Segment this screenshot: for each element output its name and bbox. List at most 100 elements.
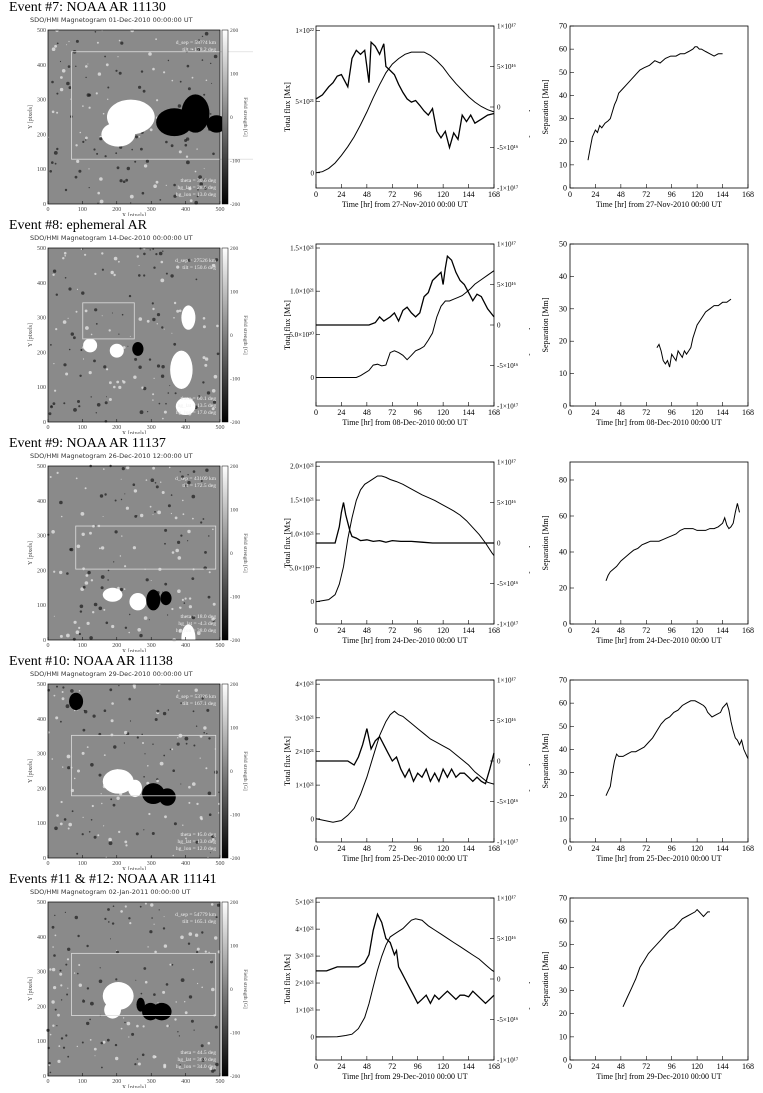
magnetic-speckle: [52, 1024, 55, 1027]
magnetogram-stat: hg_lat = 28.6 deg: [177, 185, 216, 191]
magnetic-speckle: [53, 986, 57, 990]
negative-polarity-region: [160, 591, 172, 606]
y-tick-label: 0: [43, 420, 46, 426]
magnetic-speckle: [49, 170, 52, 173]
y-tick-label: 200: [37, 132, 46, 138]
colorbar-tick-label: -100: [230, 159, 240, 165]
magnetic-speckle: [118, 830, 121, 834]
magnetic-speckle: [179, 1064, 182, 1066]
y-tick-label: 200: [37, 350, 46, 356]
magnetic-speckle: [136, 736, 139, 739]
magnetic-speckle: [77, 972, 79, 975]
magnetic-speckle: [71, 810, 74, 813]
magnetic-speckle: [205, 767, 208, 770]
positive-polarity-region: [181, 305, 196, 330]
magnetic-speckle: [170, 494, 173, 496]
magnetic-speckle: [178, 689, 180, 692]
y-tick-label: 100: [37, 167, 46, 173]
magnetogram-background: [48, 902, 220, 1076]
magnetic-speckle: [139, 905, 142, 908]
y-tick-label: 400: [37, 281, 46, 287]
magnetic-speckle: [177, 589, 181, 593]
magnetic-speckle: [85, 139, 87, 141]
magnetic-speckle: [170, 512, 172, 515]
x-tick-label: 100: [78, 861, 87, 867]
y-tick-label: 50: [559, 722, 567, 731]
magnetic-speckle: [149, 930, 153, 934]
magnetic-speckle: [163, 410, 167, 414]
magnetic-speckle: [196, 802, 199, 806]
magnetic-speckle: [180, 978, 185, 982]
x-tick-label: 100: [78, 1079, 87, 1085]
colorbar: [221, 465, 229, 641]
right-y-tick-label: 0: [497, 322, 501, 330]
left-y-tick-label: 1.5×10²¹: [290, 245, 314, 253]
magnetic-speckle: [156, 99, 159, 102]
magnetic-speckle: [120, 910, 123, 913]
y-tick-label: 20: [559, 137, 567, 146]
right-y-axis-label: Flux Rate [Mx s⁻¹]: [528, 76, 530, 138]
magnetic-speckle: [108, 398, 112, 401]
magnetic-speckle: [64, 277, 67, 279]
magnetic-speckle: [131, 148, 133, 151]
x-tick-label: 48: [363, 1062, 371, 1071]
x-tick-label: 72: [642, 190, 650, 199]
magnetic-speckle: [152, 514, 154, 516]
magnetic-speckle: [98, 979, 103, 984]
magnetic-speckle: [82, 248, 84, 250]
magnetic-speckle: [100, 1041, 104, 1045]
magnetic-speckle: [187, 474, 189, 476]
y-tick-label: 0: [563, 838, 567, 847]
y-tick-label: 500: [37, 900, 46, 906]
magnetic-speckle: [129, 922, 132, 925]
positive-polarity-region: [102, 769, 134, 794]
y-axis-label: Separation [Mm]: [541, 297, 550, 352]
left-y-tick-label: 0: [311, 815, 315, 823]
magnetic-speckle: [53, 615, 55, 617]
magnetic-speckle: [51, 758, 54, 760]
x-tick-label: 24: [591, 1062, 599, 1071]
magnetic-speckle: [143, 967, 147, 970]
magnetogram-stat: d_sep = 27526 km: [175, 258, 217, 264]
magnetogram-stat: hg_lat = 13.5 deg: [177, 403, 216, 409]
magnetic-speckle: [143, 776, 145, 778]
magnetic-speckle: [86, 746, 89, 748]
magnetic-speckle: [186, 160, 190, 165]
right-y-tick-label: -5×10¹⁶: [497, 362, 519, 370]
magnetic-speckle: [86, 987, 90, 990]
magnetic-speckle: [165, 272, 168, 275]
total-flux-series: [316, 270, 495, 378]
magnetic-speckle: [115, 69, 118, 72]
y-tick-label: 500: [37, 464, 46, 470]
total-flux-series: [316, 918, 495, 1038]
x-tick-label: 144: [463, 408, 475, 417]
y-axis-label: Separation [Mm]: [541, 515, 550, 570]
magnetogram-stat: theta = 44.5 deg: [181, 1050, 217, 1056]
magnetic-speckle: [199, 182, 203, 186]
magnetic-speckle: [114, 499, 117, 502]
magnetic-speckle: [113, 273, 116, 277]
magnetic-speckle: [188, 932, 193, 936]
magnetic-speckle: [88, 831, 91, 833]
magnetic-speckle: [212, 602, 216, 606]
x-axis-label: Time [hr] from 24-Dec-2010 00:00 UT: [342, 636, 467, 645]
magnetic-speckle: [192, 710, 195, 713]
magnetic-speckle: [107, 569, 110, 572]
x-tick-label: 168: [488, 1062, 500, 1071]
magnetic-speckle: [107, 579, 109, 581]
y-tick-label: 70: [559, 22, 567, 31]
event-row-7: Event #7: NOAA AR 11130 SDO/HMI Magnetog…: [0, 0, 763, 219]
magnetic-speckle: [111, 624, 115, 629]
magnetic-speckle: [85, 136, 88, 140]
magnetogram-header: SDO/HMI Magnetogram 26-Dec-2010 12:00:00…: [30, 452, 193, 460]
magnetogram-stat: tilt = 167.1 deg: [182, 701, 216, 707]
magnetic-speckle: [103, 709, 107, 712]
magnetic-speckle: [60, 76, 63, 79]
magnetic-speckle: [173, 317, 175, 319]
region-box: [82, 302, 135, 340]
magnetic-speckle: [61, 691, 64, 693]
colorbar-label: Field strength [G]: [242, 969, 248, 1009]
magnetic-speckle: [171, 963, 174, 966]
x-tick-label: 300: [147, 207, 156, 213]
x-tick-label: 48: [617, 190, 625, 199]
